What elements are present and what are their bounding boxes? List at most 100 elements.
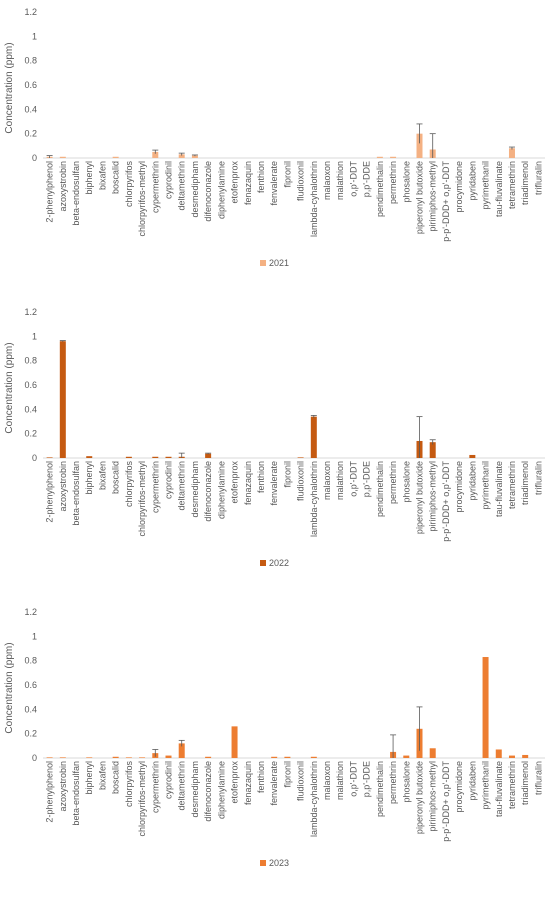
bar <box>191 155 198 158</box>
x-tick-label: pyrimethanil <box>481 461 491 510</box>
x-tick-label: p,p'-DDE <box>362 761 372 797</box>
y-axis-label: Concentration (ppm) <box>4 642 15 733</box>
bar <box>112 756 119 758</box>
x-tick-label: o,p'-DDT <box>348 761 358 797</box>
x-tick-label: etofenprox <box>230 761 240 804</box>
bar <box>231 726 238 758</box>
x-tick-label: tau-fluvalinate <box>494 161 504 217</box>
bar <box>469 454 476 458</box>
bar <box>271 756 278 758</box>
x-tick-label: lambda-cyhalothrin <box>309 761 319 837</box>
bar <box>522 754 529 758</box>
x-tick-label: chlorpyrifos <box>124 761 134 808</box>
x-tick-label: malathion <box>335 461 345 500</box>
x-tick-label: malaoxon <box>322 761 332 800</box>
x-tick-label: biphenyl <box>84 761 94 795</box>
chart-2022: Concentration (ppm) 0 0.2 0.4 0.6 0.8 1 1.2 2-ph… <box>4 307 545 568</box>
x-tick-label: pirimiphos-methyl <box>428 461 438 532</box>
y-axis-label: Concentration (ppm) <box>4 42 15 133</box>
bar <box>86 456 93 458</box>
x-tick-label: fludioxonil <box>296 161 306 201</box>
bar <box>125 456 132 458</box>
y-tick-label: 0 <box>32 453 37 463</box>
x-tick-label: boscalid <box>111 461 121 494</box>
x-tick-label: diphenylamine <box>216 461 226 519</box>
x-tick-label: trifluralin <box>533 461 543 495</box>
x-tick-label: tetramethrin <box>507 761 517 809</box>
x-tick-label: o,p'-DDT <box>348 461 358 497</box>
x-tick-label: chlorpyrifos-methyl <box>137 161 147 237</box>
x-tick-label: cypermethrin <box>150 161 160 213</box>
x-tick-label: bixafen <box>97 761 107 790</box>
bar <box>310 756 317 758</box>
x-tick-label: difenoconazole <box>203 161 213 222</box>
y-tick-label: 0 <box>32 153 37 163</box>
bar <box>482 657 489 758</box>
bar <box>416 133 423 158</box>
x-tick-label: chlorpyrifos <box>124 461 134 508</box>
y-tick-label: 0.2 <box>24 429 37 439</box>
legend-label: 2022 <box>269 558 289 568</box>
y-tick-label: 0.2 <box>24 129 37 139</box>
bar <box>205 756 212 758</box>
y-tick-label: 0.2 <box>24 729 37 739</box>
x-tick-label: procymidone <box>454 761 464 813</box>
x-tick-label: tau-fluvalinate <box>494 461 504 517</box>
bar <box>178 154 185 158</box>
x-tick-label: diphenylamine <box>216 161 226 219</box>
x-tick-label: p-p'-DDD+ o,p'-DDT <box>441 760 451 841</box>
y-tick-label: 1 <box>32 31 37 41</box>
x-tick-label: deltamethrin <box>177 161 187 211</box>
bar <box>284 756 291 758</box>
bar <box>59 156 66 158</box>
x-tick-label: triadimenol <box>520 161 530 205</box>
x-tick-label: procymidone <box>454 161 464 213</box>
y-axis-label: Concentration (ppm) <box>4 342 15 433</box>
bar <box>508 755 515 758</box>
x-tick-label: bixafen <box>97 461 107 490</box>
x-tick-label: piperonyl butoxide <box>415 161 425 234</box>
x-tick-label: pirimiphos-methyl <box>428 161 438 232</box>
bar <box>152 151 159 158</box>
x-tick-label: permethrin <box>388 761 398 804</box>
bar <box>403 755 410 758</box>
x-tick-label: triadimenol <box>520 461 530 505</box>
x-tick-label: phosalone <box>401 161 411 203</box>
x-tick-label: fenazaquin <box>243 161 253 205</box>
x-tick-label: beta-endosulfan <box>71 761 81 826</box>
bar <box>46 457 53 458</box>
x-tick-label: azoxystrobin <box>58 161 68 212</box>
x-tick-label: tetramethrin <box>507 161 517 209</box>
bar <box>59 757 66 758</box>
x-tick-label: etofenprox <box>230 161 240 204</box>
x-tick-label: fenthion <box>256 461 266 493</box>
x-tick-label: fipronil <box>282 161 292 188</box>
bar <box>495 749 502 758</box>
x-tick-label: chlorpyrifos-methyl <box>137 761 147 837</box>
x-tick-label: p-p'-DDD+ o,p'-DDT <box>441 460 451 541</box>
x-tick-label: tetramethrin <box>507 461 517 509</box>
y-tick-label: 1.2 <box>24 607 37 617</box>
x-tick-label: desmedipham <box>190 161 200 218</box>
bar <box>46 757 53 758</box>
y-tick-label: 0.6 <box>24 80 37 90</box>
x-tick-label: fipronil <box>282 461 292 488</box>
bar <box>165 456 172 458</box>
y-tick-label: 0.8 <box>24 656 37 666</box>
x-tick-label: deltamethrin <box>177 461 187 511</box>
x-tick-label: phosalone <box>401 461 411 503</box>
bar <box>139 757 146 758</box>
x-tick-label: fenvalerate <box>269 761 279 806</box>
x-tick-label: cypermethrin <box>150 461 160 513</box>
chart-2023: Concentration (ppm) 0 0.2 0.4 0.6 0.8 1 1.2 2-ph… <box>4 607 545 868</box>
x-tick-label: chlorpyrifos <box>124 161 134 208</box>
x-tick-label: fenvalerate <box>269 461 279 506</box>
x-tick-label: azoxystrobin <box>58 461 68 512</box>
x-tick-label: fenazaquin <box>243 461 253 505</box>
x-tick-label: pyridaben <box>467 761 477 801</box>
legend-label: 2023 <box>269 858 289 868</box>
x-tick-label: boscalid <box>111 761 121 794</box>
x-tick-label: difenoconazole <box>203 461 213 522</box>
bar <box>112 156 119 158</box>
